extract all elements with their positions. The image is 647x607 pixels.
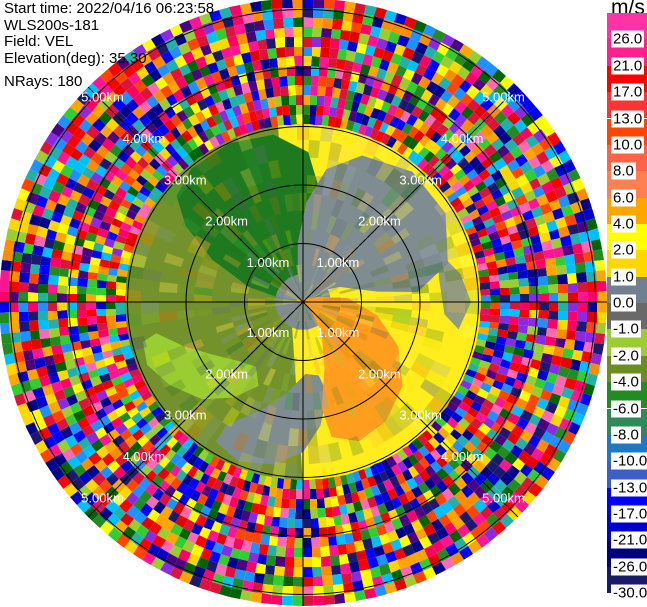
svg-text:1.00km: 1.00km [247, 255, 290, 270]
svg-text:4.00km: 4.00km [441, 131, 484, 146]
svg-text:4.00km: 4.00km [123, 449, 166, 464]
svg-text:4.00km: 4.00km [441, 449, 484, 464]
svg-text:1.00km: 1.00km [317, 325, 360, 340]
svg-text:5.00km: 5.00km [482, 491, 525, 506]
svg-text:4.00km: 4.00km [123, 131, 166, 146]
svg-text:2.00km: 2.00km [358, 214, 401, 229]
svg-text:5.00km: 5.00km [81, 491, 124, 506]
svg-text:1.00km: 1.00km [247, 325, 290, 340]
svg-text:2.00km: 2.00km [205, 366, 248, 381]
svg-text:3.00km: 3.00km [399, 172, 442, 187]
svg-text:3.00km: 3.00km [164, 408, 207, 423]
svg-text:5.00km: 5.00km [482, 90, 525, 105]
svg-text:1.00km: 1.00km [317, 255, 360, 270]
svg-text:2.00km: 2.00km [205, 214, 248, 229]
svg-text:3.00km: 3.00km [164, 172, 207, 187]
svg-text:3.00km: 3.00km [399, 408, 442, 423]
svg-text:5.00km: 5.00km [81, 90, 124, 105]
svg-text:2.00km: 2.00km [358, 366, 401, 381]
